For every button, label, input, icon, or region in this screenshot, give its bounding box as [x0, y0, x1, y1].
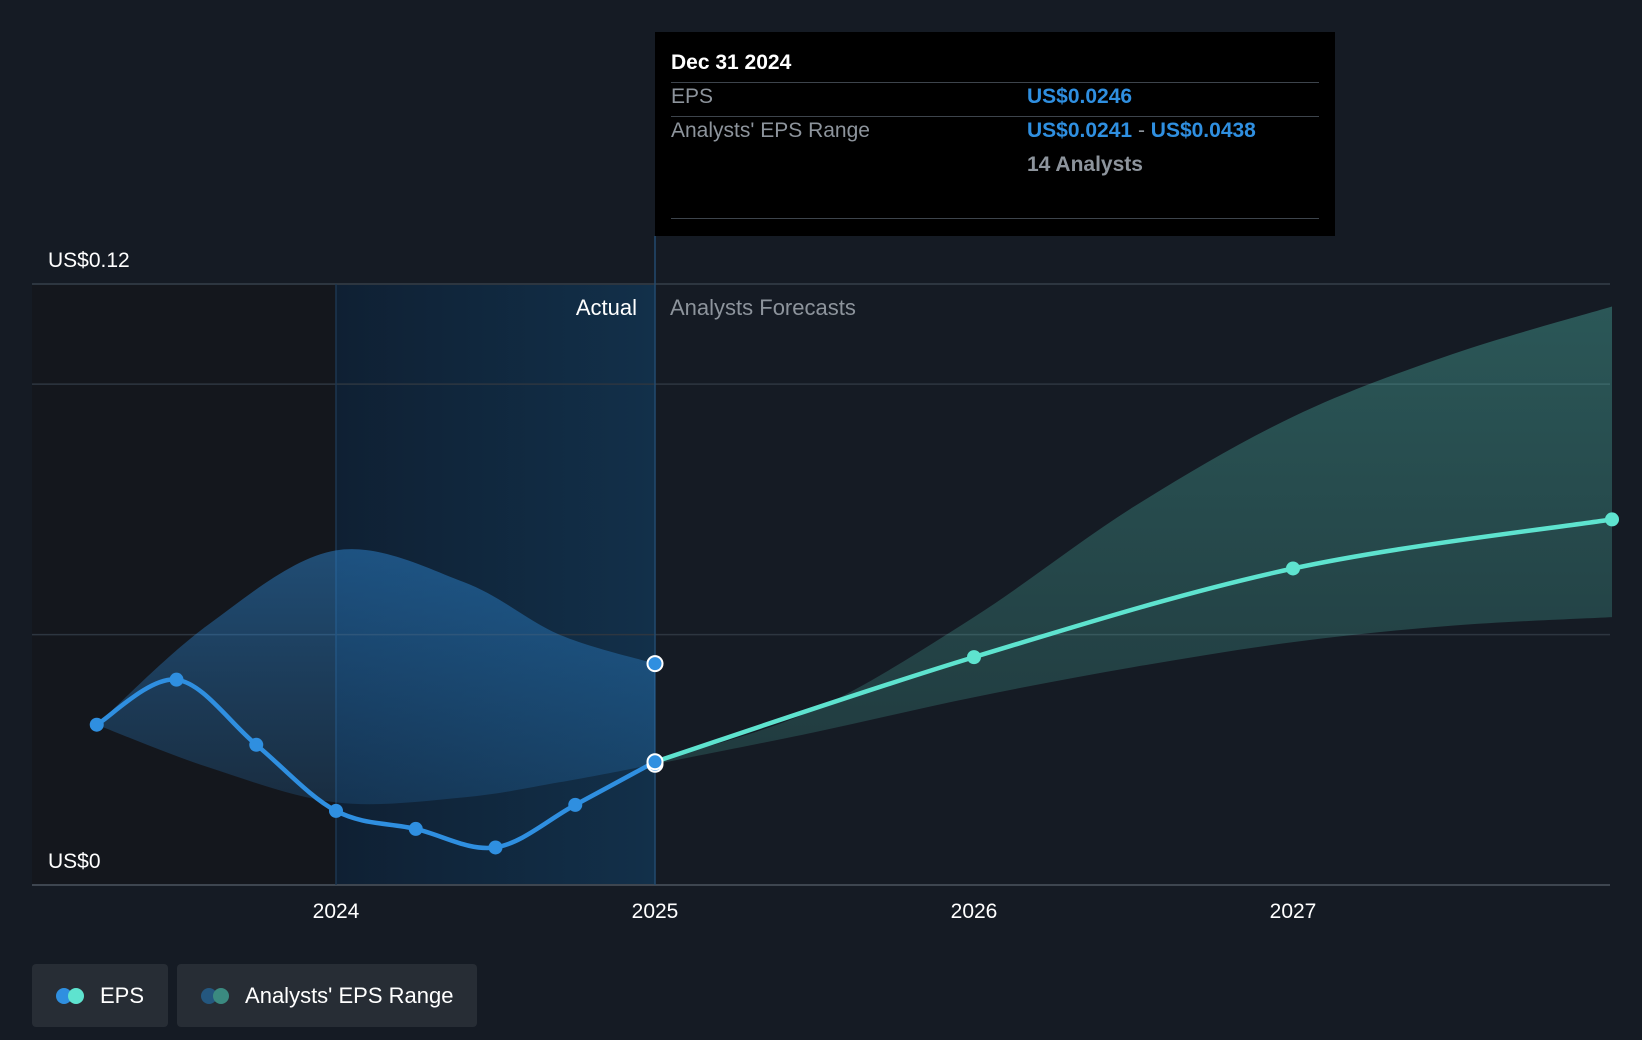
- tooltip-range-value: US$0.0241 - US$0.0438: [1027, 119, 1256, 143]
- tooltip-range-high: US$0.0438: [1150, 119, 1256, 142]
- eps-point-actual: [488, 840, 503, 855]
- legend-range-dot-forecast: [213, 987, 230, 1004]
- eps-range-band-forecast: [655, 306, 1612, 765]
- section-label-actual: Actual: [576, 295, 637, 320]
- tooltip-range-separator: -: [1137, 119, 1145, 142]
- range-high-marker: [646, 655, 664, 673]
- eps-point-actual: [169, 672, 184, 687]
- tooltip-analyst-count: 14 Analysts: [1027, 153, 1143, 176]
- eps-point-forecast: [1286, 561, 1300, 576]
- eps-range-band-actual: [96, 549, 656, 805]
- eps-point-actual: [89, 717, 104, 732]
- x-tick-label: 2025: [632, 900, 679, 923]
- tooltip-range-label: Analysts' EPS Range: [671, 119, 870, 142]
- eps-point-forecast: [967, 650, 981, 665]
- eps-point-forecast: [1605, 512, 1619, 527]
- y-axis-label-min: US$0: [48, 850, 101, 873]
- legend-item-eps[interactable]: EPS: [32, 964, 169, 1027]
- chart-legend: EPS Analysts' EPS Range: [32, 964, 478, 1027]
- eps-point-actual: [646, 753, 664, 771]
- tooltip-date: Dec 31 2024: [671, 51, 792, 74]
- eps-point-actual: [408, 821, 423, 836]
- legend-eps-dot-forecast: [68, 987, 84, 1004]
- x-tick-label: 2026: [951, 900, 998, 923]
- y-axis-label-max: US$0.12: [48, 249, 130, 272]
- legend-item-eps-range[interactable]: Analysts' EPS Range: [177, 964, 478, 1027]
- eps-point-actual: [329, 803, 343, 818]
- x-tick-label: 2024: [313, 900, 360, 923]
- tooltip-range-low: US$0.0241: [1027, 119, 1133, 142]
- legend-range-swatch-icon: [201, 987, 231, 1004]
- tooltip-divider: [671, 82, 1319, 83]
- tooltip-eps-value: US$0.0246: [1027, 85, 1133, 108]
- tooltip-divider: [671, 218, 1319, 219]
- legend-range-label: Analysts' EPS Range: [245, 982, 454, 1008]
- eps-point-actual: [568, 797, 583, 812]
- tooltip-divider: [671, 116, 1319, 117]
- x-tick-label: 2027: [1270, 900, 1317, 923]
- legend-eps-label: EPS: [100, 982, 145, 1008]
- tooltip: Dec 31 2024 EPS US$0.0246 Analysts' EPS …: [655, 32, 1335, 236]
- legend-eps-swatch-icon: [56, 987, 86, 1004]
- eps-line-forecast: [652, 517, 1615, 765]
- tooltip-eps-label: EPS: [671, 85, 714, 108]
- eps-point-actual: [249, 737, 264, 752]
- section-label-forecast: Analysts Forecasts: [670, 295, 856, 320]
- eps-line-actual: [94, 677, 658, 851]
